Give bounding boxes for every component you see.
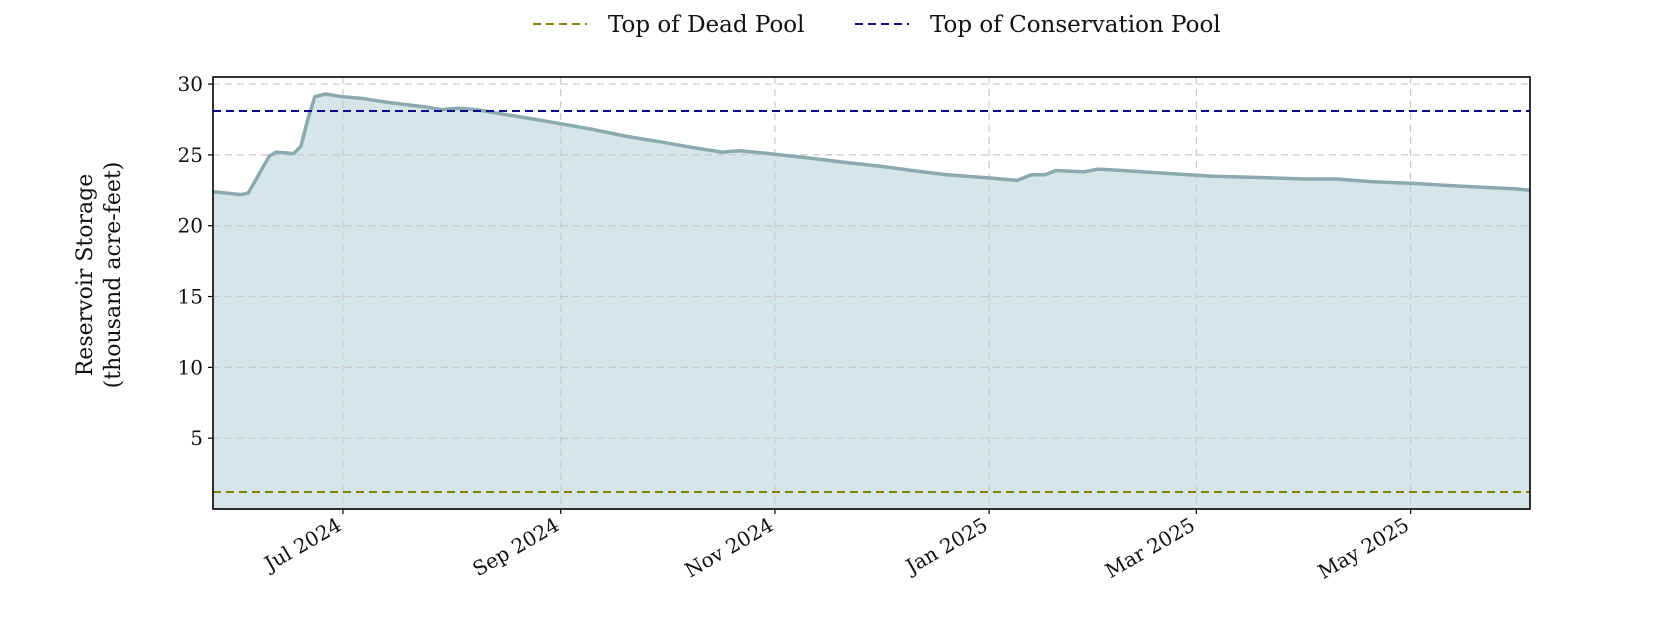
plot-area — [212, 76, 1531, 510]
y-tick-label-4: 25 — [178, 143, 203, 167]
x-tick-label-0: Jul 2024 — [258, 513, 345, 577]
y-axis-title: Reservoir Storage (thousand acre-feet) — [73, 162, 126, 389]
y-axis-title-line-0: Reservoir Storage — [73, 174, 98, 377]
legend: Top of Dead Pool Top of Conservation Pool — [533, 12, 1221, 38]
x-tick-label-2: Nov 2024 — [680, 513, 777, 583]
storage-area-fill — [213, 94, 1530, 509]
legend-label-1: Top of Conservation Pool — [930, 12, 1221, 38]
y-axis-title-line-1: (thousand acre-feet) — [101, 162, 126, 389]
x-tick-label-5: May 2025 — [1314, 513, 1413, 584]
x-tick-label-1: Sep 2024 — [468, 513, 563, 582]
y-tick-label-5: 30 — [178, 72, 203, 96]
plot-frame — [212, 76, 1531, 510]
y-tick-label-3: 20 — [178, 214, 203, 238]
y-tick-label-0: 5 — [190, 426, 203, 450]
storage-line — [212, 92, 1531, 197]
legend-label-0: Top of Dead Pool — [608, 12, 805, 38]
x-axis: Jul 2024 Sep 2024 Nov 2024 Jan 2025 Mar 2025… — [258, 509, 1413, 584]
x-tick-label-4: Mar 2025 — [1101, 513, 1199, 583]
y-tick-label-1: 10 — [178, 355, 203, 379]
x-tick-label-3: Jan 2025 — [900, 513, 992, 580]
y-tick-label-2: 15 — [178, 285, 203, 309]
y-axis: 5 10 15 20 25 30 — [178, 72, 213, 450]
